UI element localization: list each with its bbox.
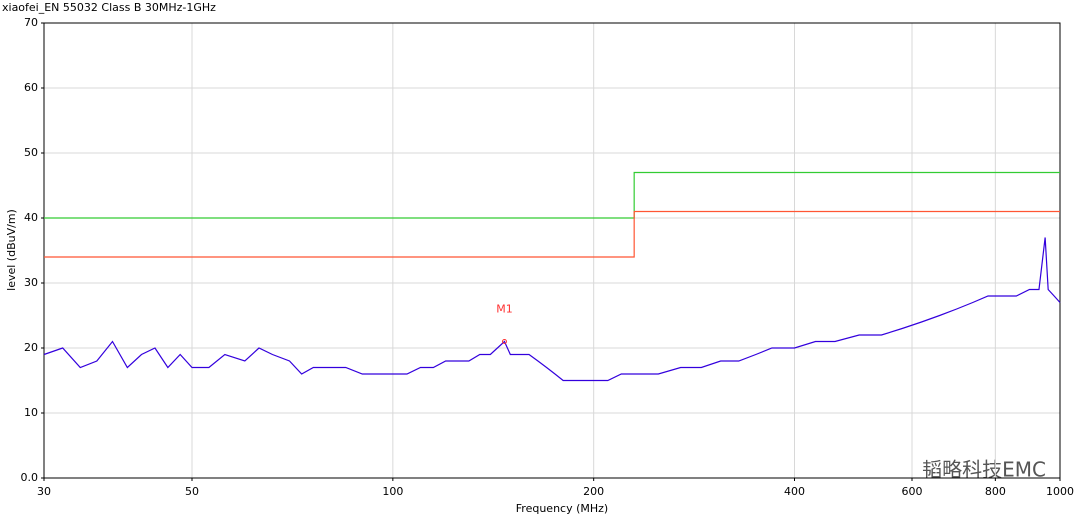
y-tick-label: 50 — [24, 146, 38, 159]
x-axis-label: Frequency (MHz) — [516, 502, 608, 515]
series-line — [43, 237, 1061, 382]
x-tick-label: 30 — [37, 485, 51, 498]
marker-point — [501, 339, 507, 344]
plot-frame — [43, 22, 1061, 479]
y-tick-label: 60 — [24, 81, 38, 94]
y-tick-label: 10 — [24, 406, 38, 419]
x-tick-label: 400 — [784, 485, 805, 498]
chart-title: xiaofei_EN 55032 Class B 30MHz-1GHz — [2, 1, 216, 14]
x-tick-label: 100 — [382, 485, 403, 498]
y-tick-label: 0.0 — [21, 471, 39, 484]
series-line — [44, 171, 1060, 219]
x-tick-label: 800 — [985, 485, 1006, 498]
y-axis-label: level (dBuV/m) — [5, 209, 18, 291]
x-tick-label: 50 — [185, 485, 199, 498]
x-tick-label: 600 — [901, 485, 922, 498]
x-tick-label: 200 — [583, 485, 604, 498]
series-line — [44, 210, 1060, 258]
y-tick-label: 40 — [24, 211, 38, 224]
y-tick-label: 20 — [24, 341, 38, 354]
marker-label: M1 — [496, 303, 513, 316]
y-tick-label: 70 — [24, 16, 38, 29]
y-tick-label: 30 — [24, 276, 38, 289]
x-tick-label: 1000 — [1046, 485, 1074, 498]
